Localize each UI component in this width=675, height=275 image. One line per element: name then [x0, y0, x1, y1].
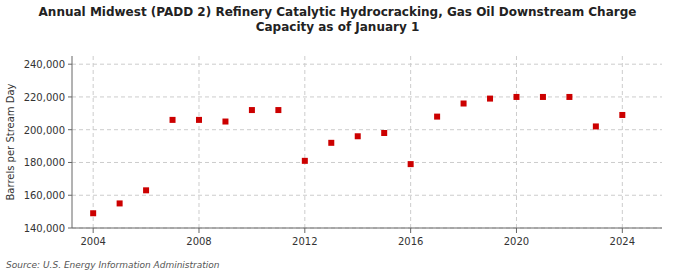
- axes: 140,000 160,000 180,000 200,000 220,000 240,0…: [24, 56, 662, 247]
- y-tick-label: 220,000: [24, 92, 65, 103]
- x-grid-line: [93, 56, 94, 228]
- point: [117, 200, 123, 206]
- point: [170, 117, 176, 123]
- x-tick: [622, 228, 623, 233]
- x-tick: [198, 228, 199, 233]
- x-grid-line: [410, 56, 411, 228]
- points: [90, 94, 625, 216]
- y-tick: [68, 228, 72, 229]
- point: [593, 123, 599, 129]
- point: [90, 210, 96, 216]
- x-tick: [516, 228, 517, 233]
- y-tick-label: 160,000: [24, 190, 65, 201]
- y-grid-line: [72, 162, 662, 163]
- point: [461, 101, 467, 107]
- y-grid-line: [72, 64, 662, 65]
- x-grid-line: [516, 56, 517, 228]
- y-grid-line: [72, 228, 662, 229]
- point: [434, 114, 440, 120]
- point: [222, 119, 228, 125]
- x-tick: [304, 228, 305, 233]
- y-tick: [68, 195, 72, 196]
- x-tick: [410, 228, 411, 233]
- y-tick: [68, 64, 72, 65]
- y-grid-line: [72, 129, 662, 130]
- y-tick: [68, 162, 72, 163]
- x-tick-label: 2004: [80, 236, 105, 247]
- point: [381, 130, 387, 136]
- y-tick-label: 140,000: [24, 223, 65, 234]
- x-tick-label: 2016: [398, 236, 423, 247]
- y-axis-label: Barrels per Stream Day: [5, 83, 16, 200]
- y-tick: [68, 96, 72, 97]
- x-grid-line: [304, 56, 305, 228]
- title-line: Capacity as of January 1: [256, 20, 420, 34]
- x-axis-line: [72, 228, 662, 229]
- point: [566, 94, 572, 100]
- y-tick: [68, 129, 72, 130]
- point: [275, 107, 281, 113]
- point: [328, 140, 334, 146]
- y-tick-label: 240,000: [24, 59, 65, 70]
- x-tick-label: 2012: [292, 236, 317, 247]
- x-grid-line: [198, 56, 199, 228]
- chart: Annual Midwest (PADD 2) Refinery Catalyt…: [0, 0, 675, 275]
- y-axis-line: [72, 56, 73, 228]
- point: [513, 94, 519, 100]
- y-tick-label: 200,000: [24, 125, 65, 136]
- x-tick-label: 2024: [610, 236, 635, 247]
- title-line: Annual Midwest (PADD 2) Refinery Catalyt…: [39, 5, 637, 19]
- x-grid-line: [622, 56, 623, 228]
- point: [302, 158, 308, 164]
- point: [143, 187, 149, 193]
- title: Annual Midwest (PADD 2) Refinery Catalyt…: [39, 5, 637, 34]
- y-grid-line: [72, 96, 662, 97]
- grid: [72, 56, 662, 228]
- y-grid-line: [72, 195, 662, 196]
- x-tick: [93, 228, 94, 233]
- y-tick-label: 180,000: [24, 157, 65, 168]
- point: [540, 94, 546, 100]
- point: [487, 96, 493, 102]
- x-tick-label: 2020: [504, 236, 529, 247]
- point: [249, 107, 255, 113]
- point: [355, 133, 361, 139]
- point: [408, 161, 414, 167]
- point: [619, 112, 625, 118]
- point: [196, 117, 202, 123]
- source: Source: U.S. Energy Information Administ…: [6, 260, 220, 270]
- x-tick-label: 2008: [186, 236, 211, 247]
